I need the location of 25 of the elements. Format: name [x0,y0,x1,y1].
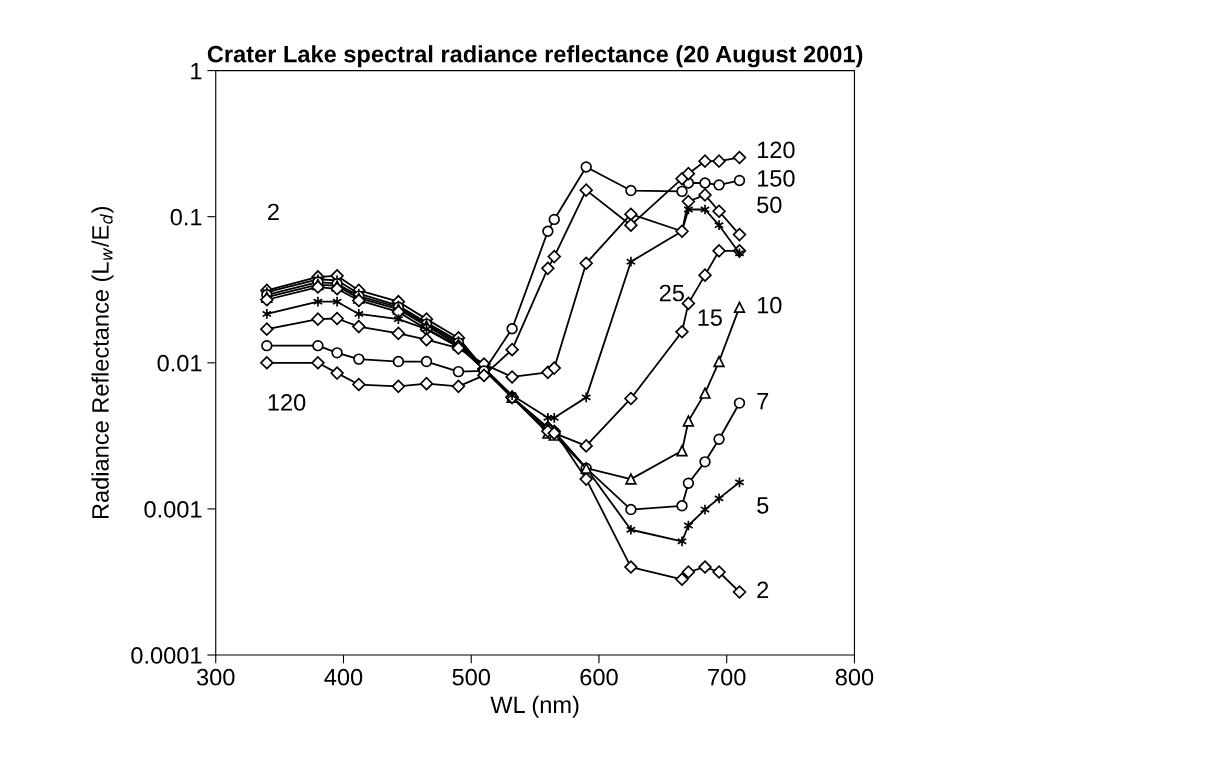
x-tick-label: 500 [452,668,490,686]
annotation: 2 [268,203,279,221]
y-axis-title: Radiance Reflectance (L$_{w}$/E$_{d}$) [91,207,114,519]
y-tick-label: 0.001 [144,500,202,518]
y-tick-label: 1 [191,62,202,80]
x-tick-label: 300 [196,668,235,686]
y-tick-label: 0.0001 [131,647,202,664]
annotation: 15 [698,309,722,326]
annotation: 5 [757,497,769,514]
annotation: 2 [757,581,769,599]
x-axis-title: WL (nm) [490,695,579,718]
x-tick-label: 600 [580,668,618,686]
annotation: 7 [757,392,769,410]
x-tick-label: 800 [835,668,874,686]
annotation: 120 [757,141,795,159]
y-tick-label: 0.1 [170,208,202,226]
annotation: 25 [659,284,684,302]
y-tick-label: 0.01 [157,354,202,372]
annotation: 150 [757,170,795,187]
chart-title: Crater Lake spectral radiance reflectance (20 August 2001) [207,45,863,68]
annotation: 10 [757,296,782,314]
x-tick-label: 400 [324,668,363,686]
x-tick-label: 700 [708,668,746,686]
annotation: 120 [268,394,306,411]
annotation: 50 [757,196,782,214]
